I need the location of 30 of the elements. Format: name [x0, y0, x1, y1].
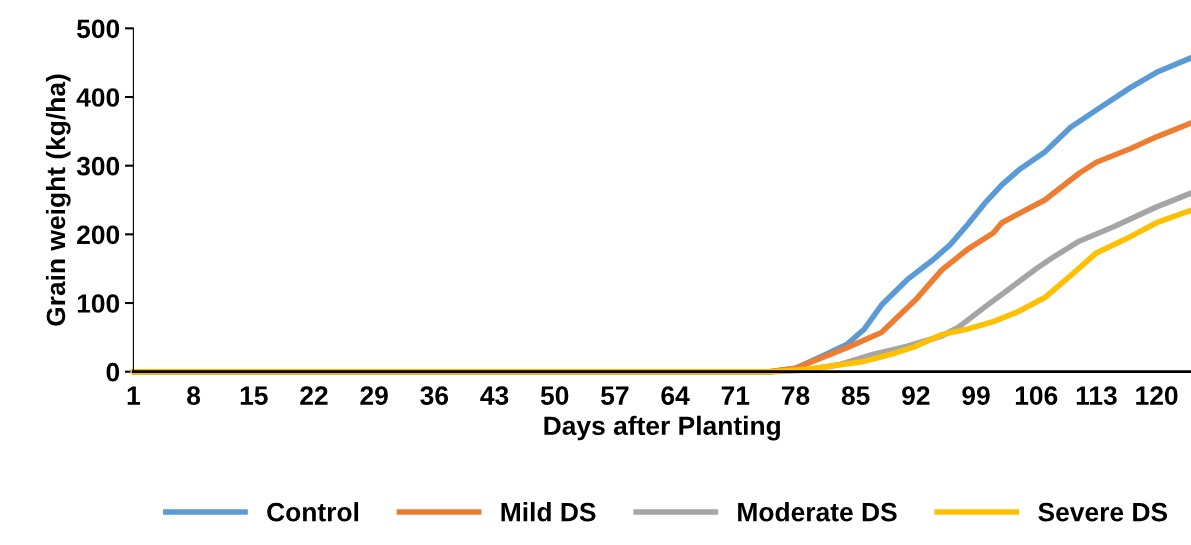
- y-tick-label: 300: [76, 156, 120, 176]
- x-tick-label: 78: [781, 386, 810, 405]
- y-axis-title: Grain weight (kg/ha): [45, 74, 71, 326]
- y-tick-label: 500: [76, 19, 120, 39]
- legend-label: Control: [267, 502, 359, 522]
- x-tick-label: 29: [360, 386, 388, 405]
- y-tick-label: 400: [76, 88, 120, 107]
- y-tick-label: 0: [106, 362, 120, 382]
- y-tick-label: 200: [77, 225, 120, 245]
- x-tick-label: 99: [962, 386, 990, 405]
- x-tick-label: 36: [420, 386, 449, 405]
- x-tick-label: 50: [540, 386, 569, 405]
- x-tick-label: 43: [480, 386, 509, 405]
- x-tick-label: 85: [841, 386, 870, 405]
- x-tick-label: 64: [661, 386, 690, 405]
- x-tick-label: 1: [127, 386, 140, 405]
- x-axis-title: Days after Planting: [544, 415, 780, 441]
- x-tick-label: 15: [240, 386, 268, 405]
- legend-label: Severe DS: [1038, 502, 1168, 522]
- x-tick-label: 113: [1076, 386, 1117, 405]
- legend-label: Mild DS: [501, 502, 596, 522]
- x-tick-label: 71: [721, 386, 750, 405]
- x-tick-label: 57: [601, 386, 629, 405]
- x-tick-label: 92: [902, 386, 930, 405]
- legend-label: Moderate DS: [738, 502, 897, 522]
- x-tick-label: 8: [187, 386, 201, 405]
- x-tick-label: 106: [1015, 386, 1058, 405]
- x-tick-label: 120: [1136, 386, 1178, 405]
- y-tick-label: 100: [77, 294, 120, 313]
- x-tick-label: 22: [300, 386, 328, 405]
